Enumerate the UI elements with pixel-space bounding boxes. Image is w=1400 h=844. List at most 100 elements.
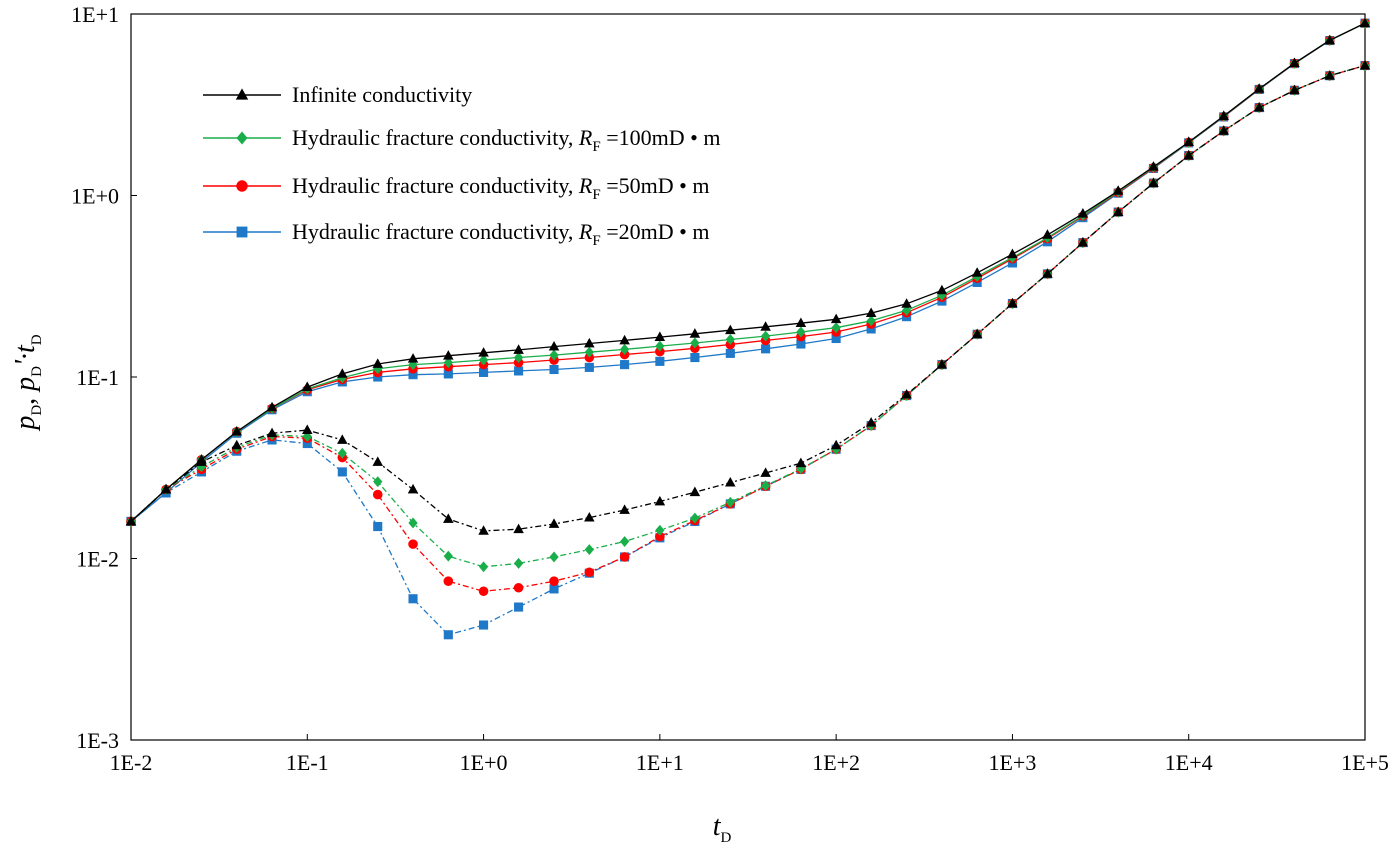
pressure-point — [337, 368, 348, 378]
derivative-point — [619, 536, 630, 548]
derivative-point — [971, 328, 983, 339]
pressure-point — [725, 348, 735, 358]
derivative-point — [1148, 177, 1159, 188]
pressure-point — [690, 337, 700, 349]
derivative-point — [548, 518, 560, 528]
derivative-point — [478, 561, 489, 573]
pressure-point — [655, 340, 665, 352]
pressure-point — [478, 354, 489, 366]
pressure-point — [1359, 17, 1371, 28]
derivative-point — [549, 551, 559, 563]
derivative-point — [901, 388, 912, 399]
pressure-point — [302, 381, 313, 391]
series-0 — [125, 17, 1371, 535]
legend-label-value: =100mD • m — [601, 125, 721, 150]
legend-label-f: F — [592, 139, 600, 155]
derivative-point — [549, 576, 559, 586]
derivative-point — [443, 576, 454, 586]
pressure-point — [971, 267, 983, 277]
y-axis-title-p2: p — [10, 377, 41, 393]
derivative-point — [478, 586, 489, 597]
pressure-point — [1112, 185, 1124, 195]
pressure-point — [901, 304, 912, 316]
pressure-point — [478, 347, 489, 357]
derivative-point — [1289, 84, 1300, 95]
legend-marker — [236, 226, 248, 238]
derivative-point — [266, 427, 278, 438]
pressure-point — [1218, 110, 1229, 120]
derivative-point — [584, 511, 595, 522]
x-axis-ticks: 1E-2 1E-1 1E+0 1E+1 1E+2 1E+3 1E+4 1E+5 — [110, 734, 1389, 775]
derivative-point — [619, 552, 630, 562]
pressure-point — [514, 366, 524, 376]
y-axis-title-sep: , — [10, 391, 41, 405]
y-axis-title-p1: p — [10, 416, 41, 432]
x-tick-label: 1E-1 — [286, 750, 329, 775]
y-axis-title-sub1: D — [29, 405, 45, 416]
pressure-point — [1183, 136, 1194, 146]
pressure-point — [689, 328, 701, 338]
pressure-point — [549, 349, 559, 361]
derivative-point — [584, 544, 594, 556]
pressure-point — [865, 307, 877, 317]
y-axis-title: pD, pD'·tD — [10, 334, 45, 431]
derivative-point — [443, 630, 453, 640]
derivative-point — [1183, 149, 1194, 160]
y-axis-ticks: 1E-3 1E-2 1E-1 1E+0 1E+1 — [71, 2, 137, 753]
legend-label-value: =50mD • m — [601, 173, 710, 198]
x-tick-label: 1E+3 — [988, 750, 1036, 775]
derivative-point — [619, 504, 630, 514]
legend-marker — [236, 131, 248, 145]
derivative-point — [337, 434, 348, 444]
legend-label-r: R — [578, 173, 593, 198]
pressure-point — [479, 367, 489, 377]
pressure-point — [513, 344, 524, 354]
pressure-point — [513, 352, 524, 364]
pressure-point — [1077, 208, 1089, 218]
pressure-point — [654, 331, 666, 341]
derivative-point — [513, 523, 524, 534]
legend: Infinite conductivity Hydraulic fracture … — [203, 82, 720, 249]
derivative-point — [654, 495, 666, 506]
legend-label-main: Hydraulic fracture conductivity, — [292, 125, 579, 150]
pressure-point — [231, 426, 243, 436]
legend-label: Infinite conductivity — [292, 82, 472, 107]
pressure-point — [830, 313, 842, 324]
pressure-point — [584, 337, 595, 348]
derivative-point — [231, 439, 243, 450]
legend-label-f: F — [592, 187, 600, 203]
legend-label-main: Hydraulic fracture conductivity, — [292, 173, 579, 198]
derivative-point — [408, 594, 418, 604]
pressure-point — [372, 358, 384, 368]
pressure-point — [620, 360, 630, 370]
legend-item: Hydraulic fracture conductivity, RF =20m… — [203, 219, 709, 249]
legend-label-main: Infinite conductivity — [292, 82, 472, 107]
derivative-point — [760, 467, 771, 477]
y-tick-label: 1E+1 — [71, 2, 119, 27]
pressure-point — [936, 284, 948, 295]
pressure-point — [866, 315, 876, 327]
derivative-point — [1042, 268, 1053, 278]
derivative-point — [725, 476, 736, 487]
pressure-point — [1042, 229, 1053, 239]
pressure-point — [443, 357, 453, 369]
derivative-point — [655, 524, 665, 536]
pressure-point — [655, 356, 665, 366]
pressure-point — [1289, 57, 1300, 68]
pressure-point — [619, 334, 630, 345]
legend-label: Hydraulic fracture conductivity, RF =100… — [292, 125, 720, 155]
derivative-point — [1077, 237, 1089, 247]
plot-frame — [130, 13, 1366, 741]
x-tick-label: 1E+5 — [1341, 750, 1389, 775]
pressure-point — [795, 317, 807, 328]
derivative-point — [1253, 101, 1265, 112]
pressure-point — [725, 333, 735, 345]
derivative-point — [690, 512, 700, 524]
pressure-point — [901, 298, 912, 308]
legend-label-main: Hydraulic fracture conductivity, — [292, 219, 579, 244]
x-tick-label: 1E+2 — [812, 750, 860, 775]
y-tick-label: 1E-1 — [76, 365, 119, 390]
derivative-line — [130, 64, 1366, 636]
derivative-point — [302, 424, 313, 434]
